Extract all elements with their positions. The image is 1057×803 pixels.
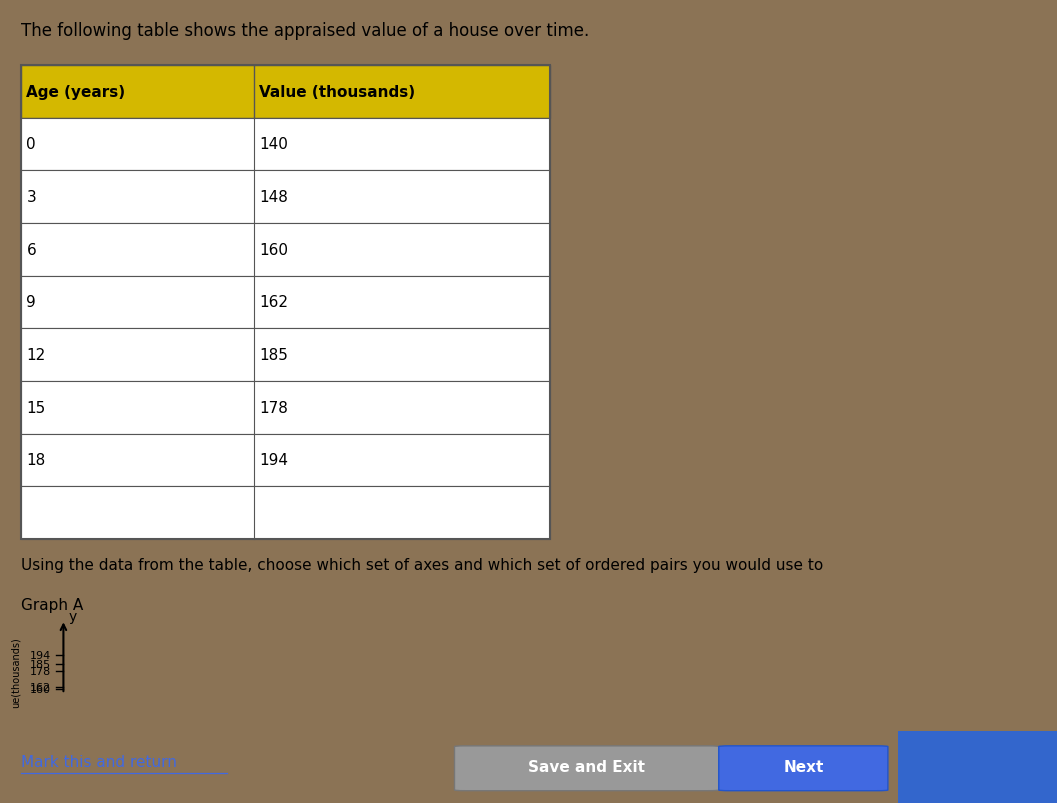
Bar <box>21 223 550 276</box>
Text: 194: 194 <box>30 650 51 660</box>
Bar <box>21 434 550 487</box>
Text: 9: 9 <box>26 295 36 310</box>
Text: Mark this and return: Mark this and return <box>21 753 177 768</box>
Text: 160: 160 <box>259 243 288 258</box>
Text: 18: 18 <box>26 453 45 468</box>
FancyBboxPatch shape <box>719 746 888 791</box>
Bar <box>21 118 550 171</box>
Text: 162: 162 <box>30 683 51 692</box>
Text: 194: 194 <box>259 453 288 468</box>
Text: 12: 12 <box>26 348 45 363</box>
Text: 0: 0 <box>26 137 36 153</box>
Text: Next: Next <box>783 760 823 774</box>
FancyBboxPatch shape <box>455 746 719 791</box>
Text: 148: 148 <box>259 190 288 205</box>
Text: Value (thousands): Value (thousands) <box>259 84 415 100</box>
Text: Using the data from the table, choose which set of axes and which set of ordered: Using the data from the table, choose wh… <box>21 557 823 573</box>
Text: 140: 140 <box>259 137 288 153</box>
Text: 3: 3 <box>26 190 36 205</box>
Bar <box>21 66 550 540</box>
Bar <box>21 66 550 118</box>
Text: 160: 160 <box>30 684 51 694</box>
Bar <box>21 381 550 434</box>
Text: Age (years): Age (years) <box>26 84 126 100</box>
Text: 15: 15 <box>26 400 45 415</box>
Text: 162: 162 <box>259 295 288 310</box>
Bar <box>21 171 550 223</box>
Text: 178: 178 <box>30 666 51 676</box>
Bar <box>21 487 550 540</box>
Bar <box>21 276 550 328</box>
Bar <box>898 731 1057 803</box>
Text: 185: 185 <box>30 659 51 669</box>
Text: 178: 178 <box>259 400 288 415</box>
Text: y: y <box>69 609 77 623</box>
Text: Save and Exit: Save and Exit <box>528 760 645 774</box>
Bar <box>21 329 550 381</box>
Text: ue(thousands): ue(thousands) <box>11 636 21 707</box>
Text: 185: 185 <box>259 348 288 363</box>
Text: Graph A: Graph A <box>21 597 84 613</box>
Text: The following table shows the appraised value of a house over time.: The following table shows the appraised … <box>21 22 590 40</box>
Text: 6: 6 <box>26 243 36 258</box>
